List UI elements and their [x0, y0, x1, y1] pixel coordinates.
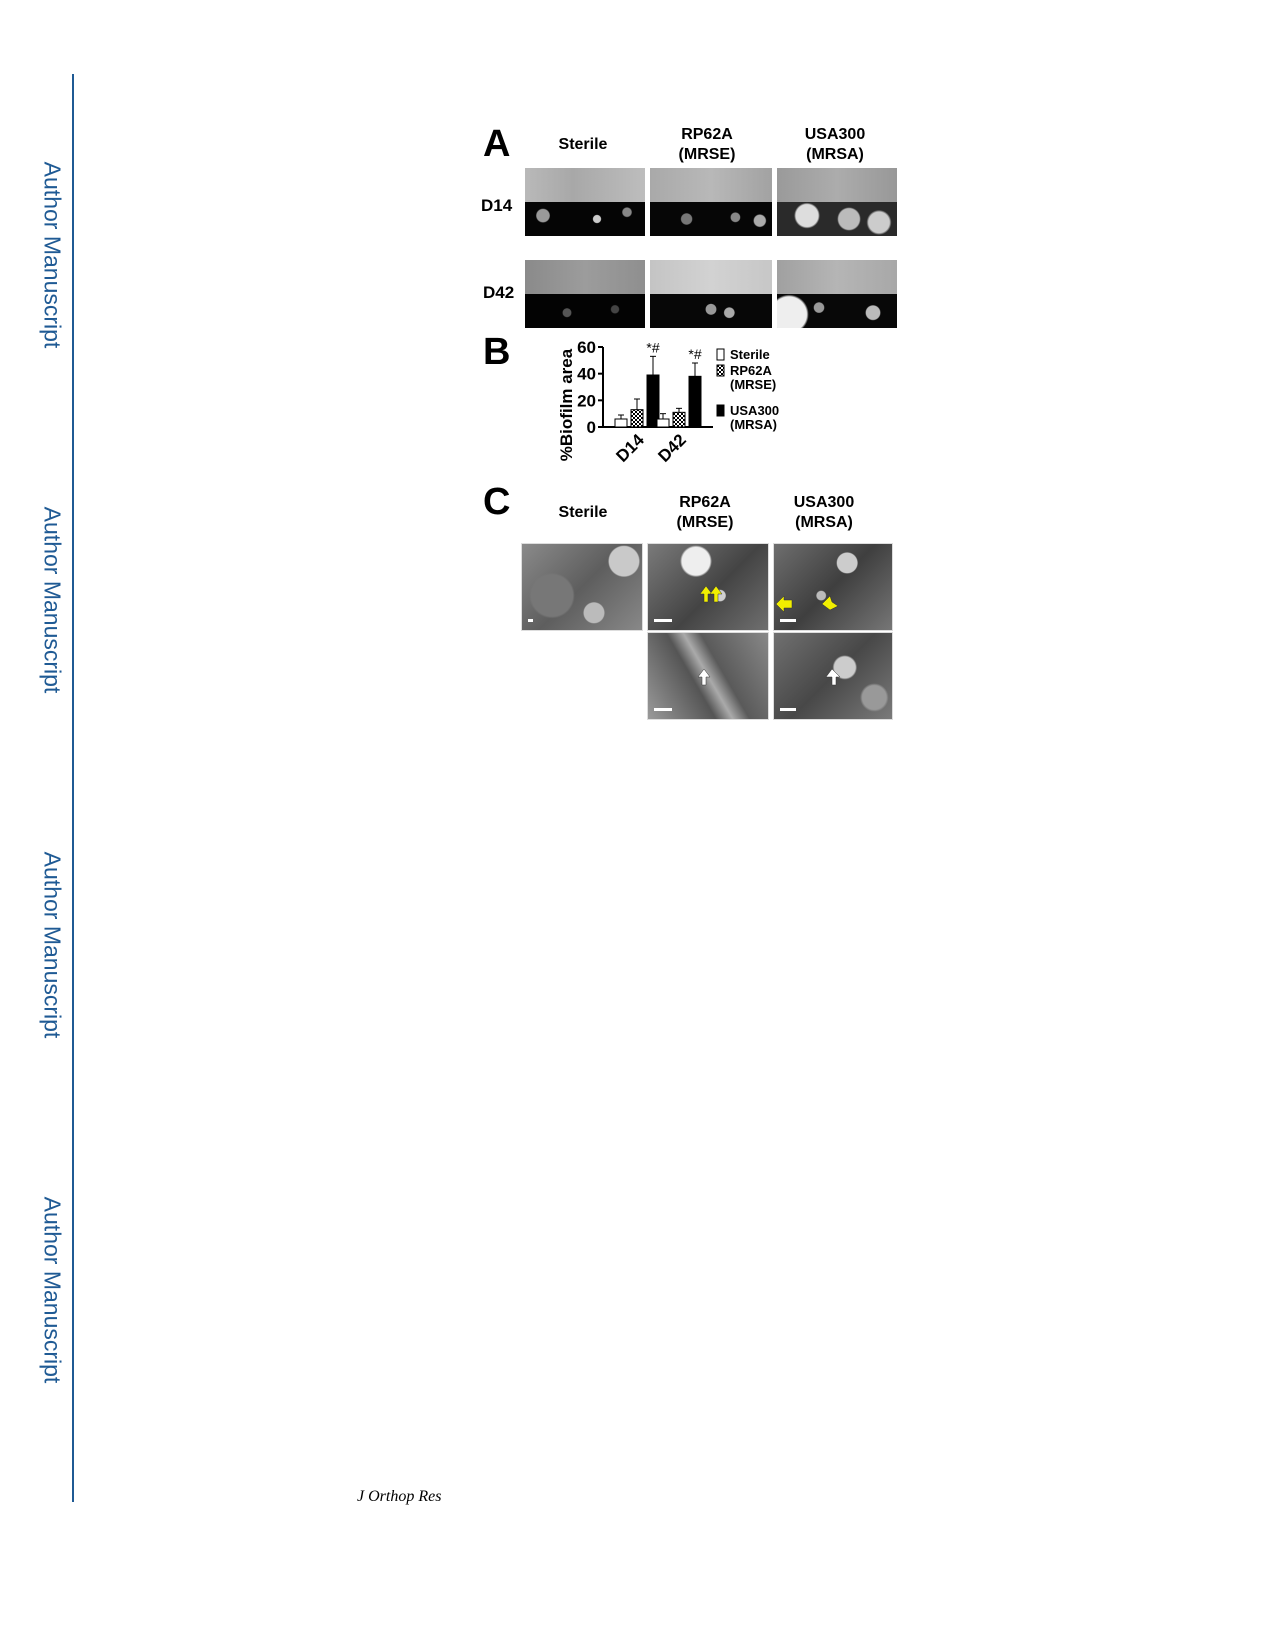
y-tick-label: 20	[577, 391, 596, 410]
yellow-arrow-icon	[709, 585, 723, 603]
y-axis-label: %Biofilm area	[557, 348, 576, 461]
column-header-rp62a: RP62A (MRSE)	[678, 126, 736, 163]
bar	[630, 409, 644, 428]
sem-image-usa300-bottom	[773, 632, 893, 720]
yellow-arrow-icon	[699, 585, 713, 603]
panel-c-letter: C	[483, 481, 511, 523]
x-tick-label: D42	[654, 430, 689, 465]
bar	[688, 375, 702, 428]
column-header-rp62a: RP62A (MRSE)	[676, 494, 734, 531]
micrograph-d14-rp62a	[650, 168, 772, 236]
sidebar-rule	[72, 74, 74, 1502]
micrograph-d14-usa300	[777, 168, 897, 236]
significance-annotation: *#	[646, 339, 659, 355]
legend-swatch	[716, 404, 725, 417]
sem-image-rp62a-top	[647, 543, 769, 631]
significance-annotation: *#	[688, 346, 701, 362]
yellow-arrow-icon	[775, 595, 793, 613]
scale-bar	[528, 619, 533, 622]
micrograph-d42-usa300	[777, 260, 897, 328]
legend-swatch	[716, 348, 725, 361]
micrograph-d42-sterile	[525, 260, 645, 328]
column-header-usa300: USA300 (MRSA)	[793, 494, 855, 531]
panel-b-letter: B	[483, 331, 511, 373]
micrograph-d14-sterile	[525, 168, 645, 236]
column-header-sterile: Sterile	[558, 136, 608, 153]
row-label-d42: D42	[483, 283, 515, 302]
row-label-d14: D14	[481, 196, 513, 215]
y-tick-label: 60	[577, 338, 596, 357]
legend-label: (MRSA)	[730, 417, 777, 432]
column-header-sterile: Sterile	[558, 504, 608, 521]
micrograph-d42-rp62a	[650, 260, 772, 328]
scale-bar	[780, 619, 796, 622]
biofilm-bar-chart: %Biofilm area 0 20 40 60 *# D14 *# D42 SterileRP…	[557, 338, 779, 466]
yellow-arrow-icon	[821, 595, 839, 611]
x-tick-label: D14	[612, 430, 648, 466]
legend-label: USA300	[730, 403, 779, 418]
white-arrow-icon	[697, 668, 711, 686]
sem-image-rp62a-bottom	[647, 632, 769, 720]
legend-label: RP62A	[730, 363, 773, 378]
legend-swatch	[716, 364, 725, 377]
y-tick-label: 0	[587, 418, 596, 437]
sem-image-sterile	[521, 543, 643, 631]
scale-bar	[780, 708, 796, 711]
panel-a-letter: A	[483, 123, 511, 165]
legend-label: Sterile	[730, 347, 770, 362]
y-tick-label: 40	[577, 365, 596, 384]
column-header-usa300: USA300 (MRSA)	[804, 126, 866, 163]
bar	[656, 418, 670, 428]
scale-bar	[654, 708, 672, 711]
legend-label: (MRSE)	[730, 377, 776, 392]
white-arrow-icon	[825, 668, 841, 686]
bar	[672, 411, 686, 428]
sem-image-usa300-top	[773, 543, 893, 631]
journal-name: J Orthop Res	[357, 1488, 442, 1505]
bar	[614, 418, 628, 428]
scale-bar	[654, 619, 672, 622]
